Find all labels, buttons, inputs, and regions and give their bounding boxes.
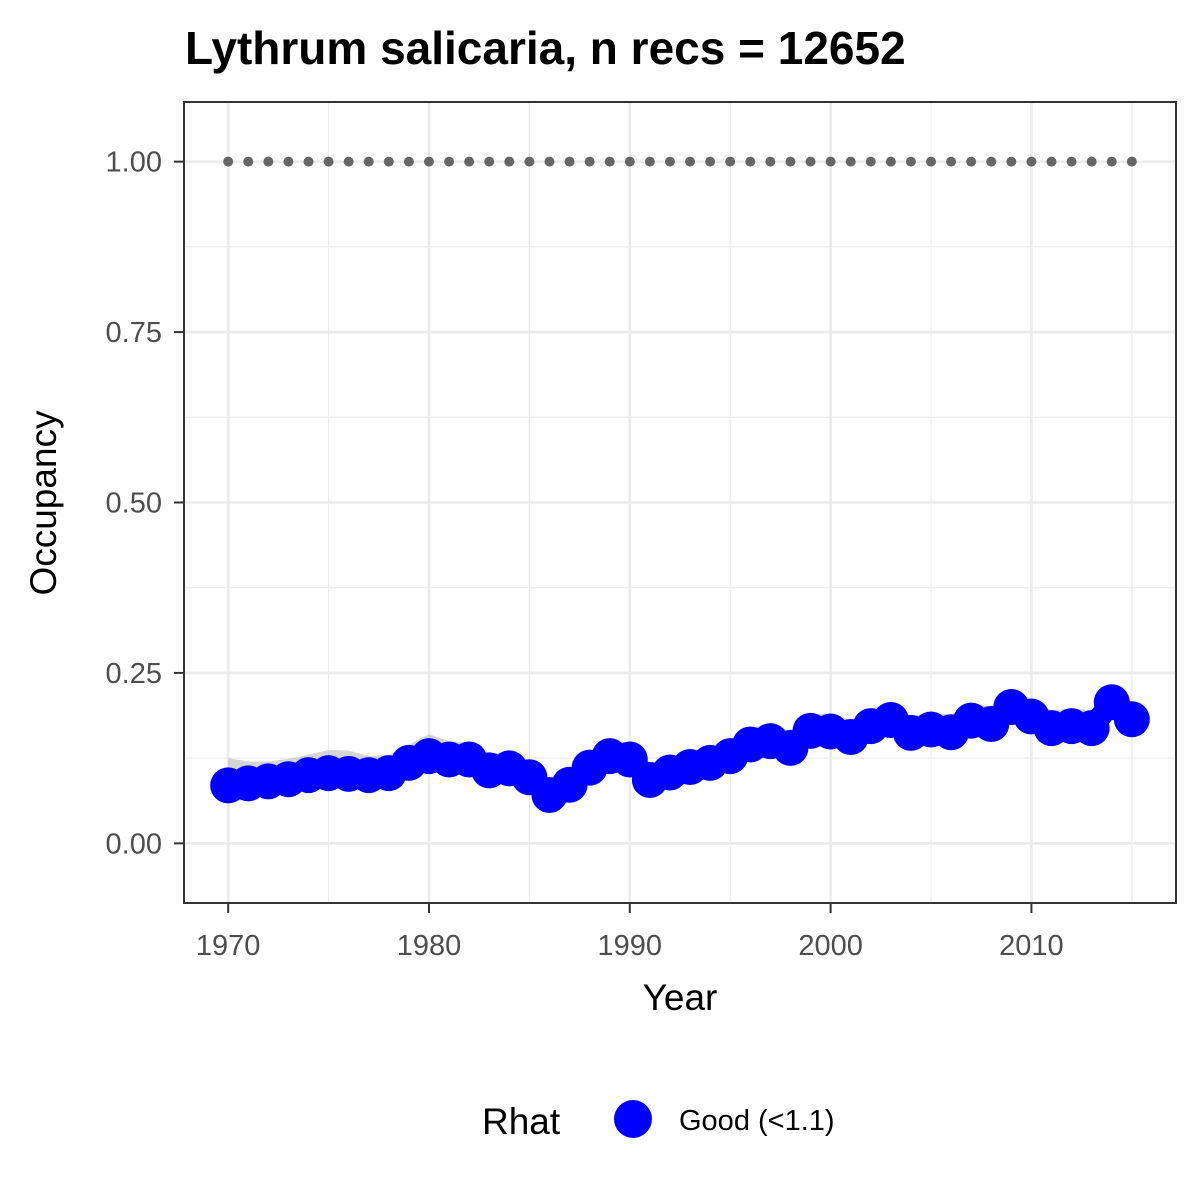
reference-point [544,156,555,167]
reference-point [303,156,314,167]
reference-point [865,156,876,167]
reference-point [604,156,615,167]
reference-point [564,156,575,167]
reference-point [986,156,997,167]
y-axis: 0.00 0.25 0.50 0.75 1.00 [106,147,184,860]
reference-point [584,156,595,167]
reference-point [243,156,254,167]
reference-point [1006,156,1017,167]
reference-point [745,156,756,167]
reference-point [644,156,655,167]
reference-point [464,156,475,167]
reference-point [966,156,977,167]
reference-point [685,156,696,167]
x-tick-label: 1980 [397,930,462,962]
reference-point [263,156,274,167]
reference-point [223,156,234,167]
grid-major [184,102,1176,903]
legend-title: Rhat [482,1101,561,1142]
reference-point [725,156,736,167]
reference-point [1046,156,1057,167]
legend: Rhat Good (<1.1) [482,1100,835,1142]
reference-point [1086,156,1097,167]
x-tick-label: 1990 [598,930,663,962]
reference-point [1066,156,1077,167]
reference-point [423,156,434,167]
reference-point [785,156,796,167]
reference-point [363,156,374,167]
reference-point [444,156,455,167]
reference-point [1126,156,1137,167]
y-tick-label: 0.00 [106,828,162,860]
reference-point [1026,156,1037,167]
reference-point [343,156,354,167]
reference-point [765,156,776,167]
reference-point [926,156,937,167]
y-tick-label: 1.00 [106,147,162,179]
chart-title: Lythrum salicaria, n recs = 12652 [185,22,906,74]
reference-point [323,156,334,167]
reference-point [383,156,394,167]
y-axis-title: Occupancy [23,410,64,596]
x-tick-label: 2010 [999,930,1064,962]
reference-point [283,156,294,167]
x-tick-label: 2000 [798,930,863,962]
reference-points-layer [223,156,1137,167]
reference-point [805,156,816,167]
x-tick-label: 1970 [196,930,261,962]
reference-point [403,156,414,167]
y-tick-label: 0.25 [106,658,162,690]
x-axis-title: Year [643,977,718,1018]
reference-point [885,156,896,167]
reference-point [946,156,957,167]
y-tick-label: 0.50 [106,488,162,520]
legend-key-good [614,1100,652,1138]
reference-point [484,156,495,167]
occupancy-points-layer [210,684,1150,813]
reference-point [1106,156,1117,167]
legend-label-good: Good (<1.1) [679,1105,835,1137]
reference-point [905,156,916,167]
x-axis: 1970 1980 1990 2000 2010 [196,903,1064,962]
reference-point [524,156,535,167]
occupancy-point [1113,701,1150,738]
reference-point [664,156,675,167]
y-tick-label: 0.75 [106,317,162,349]
reference-point [624,156,635,167]
reference-point [504,156,515,167]
reference-point [845,156,856,167]
occupancy-point [1073,710,1110,747]
reference-point [825,156,836,167]
reference-point [705,156,716,167]
